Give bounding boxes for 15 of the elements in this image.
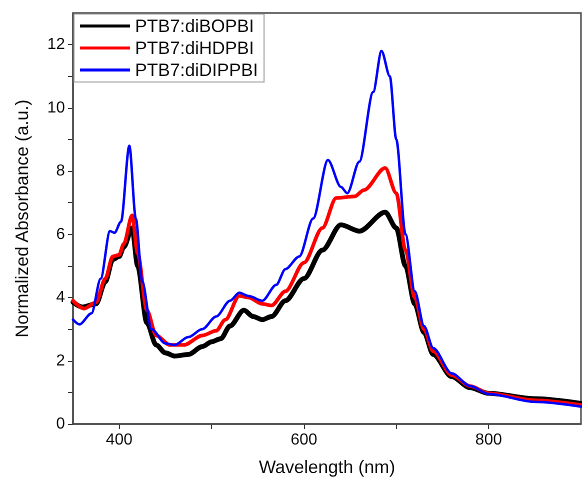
x-tick-label: 400 [106, 432, 133, 448]
legend-label: PTB7:diHDPBI [135, 38, 254, 58]
y-tick-label: 12 [47, 36, 66, 54]
x-tick-label: 600 [290, 432, 318, 448]
legend-label: PTB7:diDIPPBI [135, 60, 258, 80]
y-tick-label: 10 [47, 99, 66, 116]
x-tick-label: 800 [475, 432, 502, 448]
x-axis-title: Wavelength (nm) [258, 457, 396, 477]
legend-label: PTB7:diBOPBI [135, 16, 254, 36]
y-tick-label: 6 [56, 226, 66, 243]
y-tick-label: 8 [56, 162, 66, 180]
y-axis-title: Normalized Absorbance (a.u.) [12, 99, 32, 338]
y-tick-label: 2 [56, 352, 66, 370]
y-tick-label: 4 [56, 289, 66, 306]
y-tick-label: 0 [56, 416, 66, 432]
